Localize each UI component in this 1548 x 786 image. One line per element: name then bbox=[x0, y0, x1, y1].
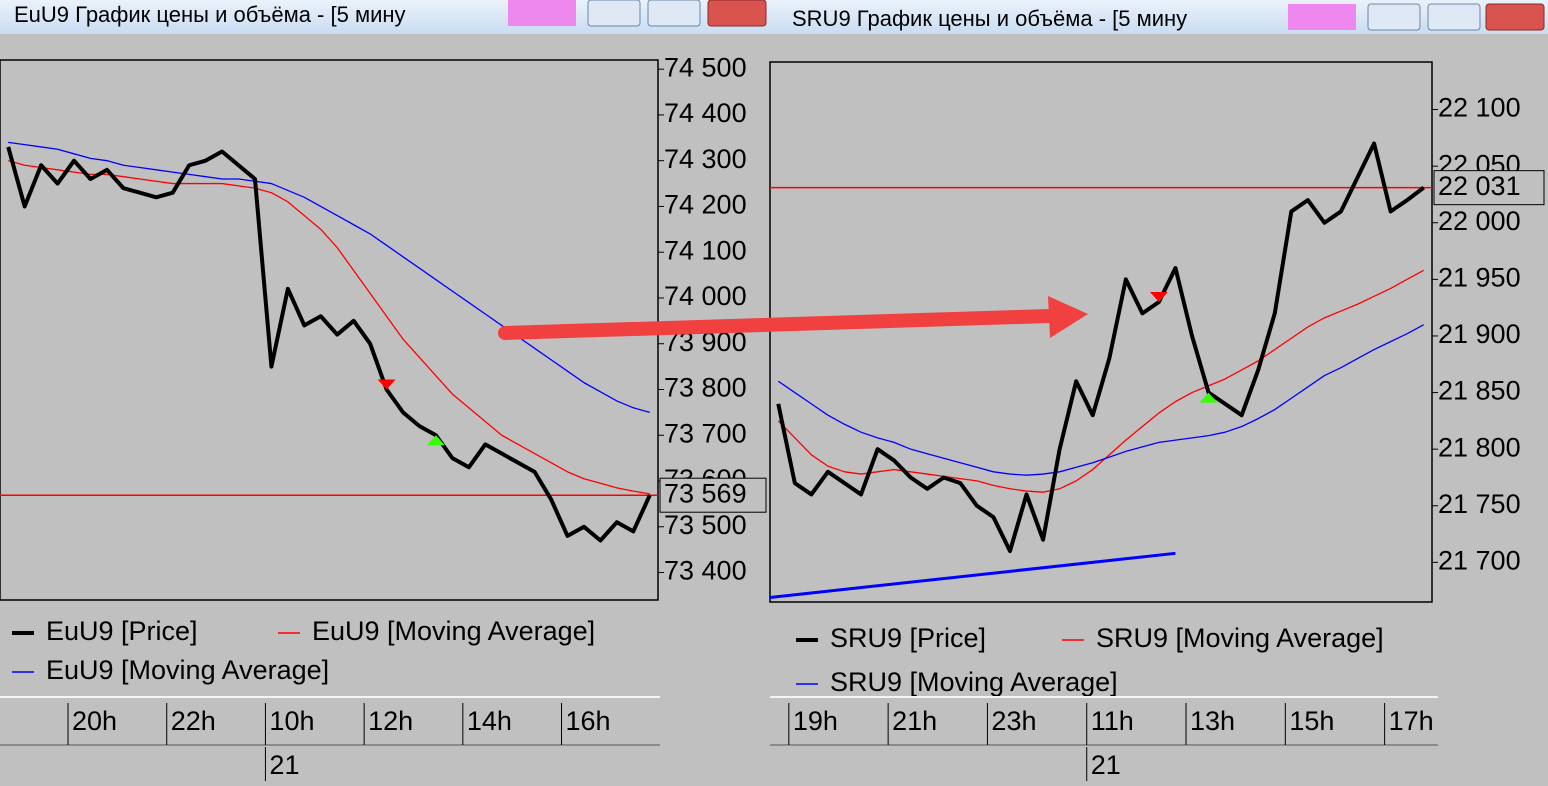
y-tick-label: 21 800 bbox=[1438, 432, 1521, 462]
close-button[interactable] bbox=[707, 0, 767, 27]
x-tick-label: 21h bbox=[892, 706, 937, 736]
y-tick-label: 74 300 bbox=[664, 144, 747, 174]
y-tick-label: 74 100 bbox=[664, 235, 747, 265]
arrow-head bbox=[1048, 296, 1088, 338]
y-tick-label: 21 750 bbox=[1438, 489, 1521, 519]
window-title: EuU9 График цены и объёма - [5 мину bbox=[14, 2, 406, 27]
annotation-arrow bbox=[498, 296, 1088, 340]
x-tick-label: 19h bbox=[793, 706, 838, 736]
moving-average-line bbox=[777, 324, 1425, 476]
y-tick-label: 73 500 bbox=[664, 510, 747, 540]
link-button[interactable] bbox=[1288, 4, 1356, 30]
trend-line bbox=[769, 551, 1176, 599]
legend-label: SRU9 [Moving Average] bbox=[1096, 623, 1384, 653]
y-tick-label: 73 700 bbox=[664, 418, 747, 448]
x-tick-label: 17h bbox=[1389, 706, 1434, 736]
maximize-button[interactable] bbox=[647, 0, 701, 27]
legend-label: EuU9 [Moving Average] bbox=[312, 616, 595, 646]
x-tick-label: 14h bbox=[467, 706, 512, 736]
x-tick-label: 22h bbox=[171, 706, 216, 736]
date-label: 21 bbox=[1091, 750, 1121, 780]
y-tick-label: 73 400 bbox=[664, 556, 747, 586]
x-tick-label: 11h bbox=[1091, 706, 1134, 736]
window-buttons bbox=[508, 0, 1545, 31]
price-line bbox=[6, 146, 652, 543]
x-tick-label: 13h bbox=[1190, 706, 1235, 736]
y-tick-label: 74 500 bbox=[664, 52, 747, 82]
legend-label: EuU9 [Moving Average] bbox=[46, 655, 329, 685]
x-tick-label: 20h bbox=[72, 706, 117, 736]
x-tick-label: 10h bbox=[269, 706, 314, 736]
link-button[interactable] bbox=[508, 0, 576, 26]
date-label: 21 bbox=[269, 750, 299, 780]
legend-label: EuU9 [Price] bbox=[46, 616, 198, 646]
legend-label: SRU9 [Moving Average] bbox=[830, 667, 1118, 697]
x-tick-label: 12h bbox=[368, 706, 413, 736]
maximize-button[interactable] bbox=[1427, 3, 1481, 31]
last-price-label: 22 031 bbox=[1438, 171, 1521, 201]
y-tick-label: 22 100 bbox=[1438, 93, 1521, 123]
moving-average-line bbox=[8, 141, 650, 413]
y-tick-label: 21 900 bbox=[1438, 319, 1521, 349]
signal-marker bbox=[1149, 292, 1168, 302]
legend-label: SRU9 [Price] bbox=[830, 623, 986, 653]
minimize-button[interactable] bbox=[587, 0, 641, 27]
last-price-box bbox=[1433, 170, 1545, 206]
y-tick-label: 74 000 bbox=[664, 281, 747, 311]
x-tick-label: 16h bbox=[566, 706, 611, 736]
moving-average-line bbox=[8, 160, 650, 495]
minimize-button[interactable] bbox=[1367, 3, 1421, 31]
signal-marker bbox=[426, 435, 445, 446]
last-price-label: 73 569 bbox=[664, 478, 747, 508]
y-tick-label: 74 200 bbox=[664, 190, 747, 220]
y-tick-label: 21 700 bbox=[1438, 546, 1521, 576]
y-tick-label: 73 800 bbox=[664, 373, 747, 403]
y-tick-label: 74 400 bbox=[664, 98, 747, 128]
title-bar bbox=[0, 0, 770, 34]
signal-marker bbox=[377, 379, 396, 390]
plot-area bbox=[769, 61, 1433, 603]
close-button[interactable] bbox=[1485, 3, 1545, 31]
window-title: SRU9 График цены и объёма - [5 мину bbox=[792, 6, 1187, 31]
y-tick-label: 21 850 bbox=[1438, 376, 1521, 406]
x-tick-label: 23h bbox=[991, 706, 1036, 736]
y-tick-label: 22 000 bbox=[1438, 206, 1521, 236]
arrow-shaft bbox=[498, 309, 1057, 340]
y-tick-label: 21 950 bbox=[1438, 262, 1521, 292]
signal-marker bbox=[1199, 392, 1218, 403]
last-price-box bbox=[659, 477, 767, 513]
price-line bbox=[776, 141, 1425, 554]
moving-average-line bbox=[777, 269, 1425, 493]
x-tick-label: 15h bbox=[1289, 706, 1334, 736]
